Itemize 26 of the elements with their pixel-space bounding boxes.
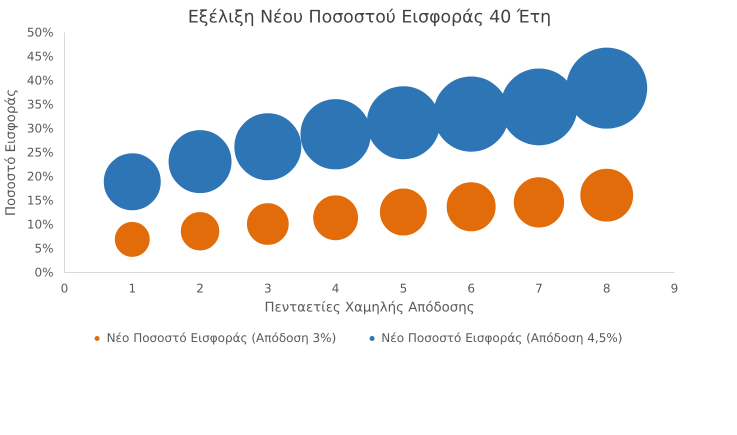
x-tick-label: 0	[60, 282, 68, 296]
y-tick-label: 15%	[26, 194, 54, 208]
x-axis-title: Πενταετίες Χαμηλής Απόδοσης	[264, 300, 475, 316]
x-tick-label: 7	[535, 282, 543, 296]
y-tick-label: 35%	[26, 98, 54, 112]
y-tick-label: 25%	[26, 146, 54, 160]
x-tick-label: 3	[264, 282, 272, 296]
x-tick-label: 5	[400, 282, 408, 296]
chart-title: Εξέλιξη Νέου Ποσοστού Εισφοράς 40 Έτη	[188, 8, 552, 28]
legend-label: Νέο Ποσοστό Εισφοράς (Απόδοση 4,5%)	[381, 331, 622, 345]
y-tick-label: 30%	[26, 122, 54, 136]
y-tick-label: 20%	[26, 170, 54, 184]
x-tick-label: 8	[602, 282, 611, 296]
y-tick-label: 50%	[26, 26, 54, 40]
legend-label: Νέο Ποσοστό Εισφοράς (Απόδοση 3%)	[106, 331, 336, 345]
x-tick-label: 2	[196, 282, 204, 296]
y-tick-label: 5%	[34, 242, 54, 256]
y-tick-label: 10%	[26, 218, 54, 232]
x-tick-label: 1	[128, 282, 136, 296]
y-tick-label: 0%	[34, 266, 54, 280]
x-tick-label: 4	[332, 282, 340, 296]
y-axis-title: Ποσοστό Εισφοράς	[4, 88, 19, 216]
x-tick-label: 6	[467, 282, 475, 296]
y-tick-label: 45%	[26, 50, 54, 64]
x-tick-label: 9	[670, 282, 678, 296]
y-tick-label: 40%	[26, 74, 54, 88]
